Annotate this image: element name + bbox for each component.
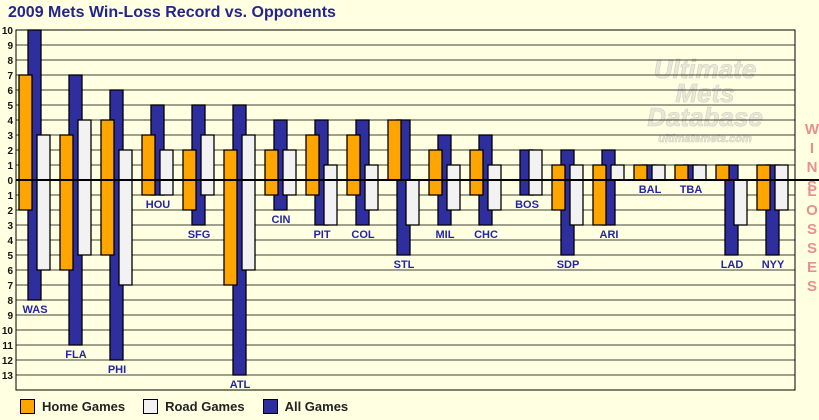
bar-home-was [18,74,33,211]
bar-road-fla [77,119,92,256]
legend-item-road: Road Games [143,399,245,414]
bar-road-sfg [200,134,215,196]
bar-home-fla [59,134,74,271]
bar-road-ari [610,164,625,181]
bar-home-hou [141,134,156,196]
y-tick-label: 8 [7,56,13,67]
bar-home-lad [715,164,730,181]
bar-road-nyy [774,164,789,211]
category-label-nyy: NYY [762,259,785,271]
category-label-mil: MIL [436,229,455,241]
y-tick-label: 1 [7,161,13,172]
y-tick-label: 10 [2,26,14,37]
category-label-pit: PIT [313,229,330,241]
bar-road-stl [405,179,420,226]
bar-road-cin [282,149,297,196]
bar-road-pit [323,164,338,226]
watermark-line-3: Database [647,102,763,132]
category-label-ari: ARI [600,229,619,241]
y-tick-label: 9 [7,311,13,322]
bar-road-lad [733,179,748,226]
y-tick-label: 7 [7,281,13,292]
y-tick-label: 6 [7,86,13,97]
y-tick-label: 3 [7,221,13,232]
bar-home-bal [633,164,648,181]
y-tick-label: 10 [2,326,14,337]
category-label-phi: PHI [108,364,126,376]
bar-home-ari [592,164,607,226]
category-label-atl: ATL [230,379,251,391]
y-tick-label: 3 [7,131,13,142]
bar-road-bos [528,149,543,196]
bar-road-bal [651,164,666,181]
category-label-fla: FLA [65,349,86,361]
legend-label-home: Home Games [42,399,126,414]
y-tick-label: 13 [2,371,14,382]
bar-home-sdp [551,164,566,211]
category-label-lad: LAD [721,259,744,271]
legend-label-all: All Games [284,399,349,414]
y-tick-label: 5 [7,251,13,262]
y-tick-label: 7 [7,71,13,82]
bar-road-sdp [569,164,584,226]
bar-home-atl [223,149,238,286]
bar-road-mil [446,164,461,211]
bar-home-phi [100,119,115,256]
y-tick-label: 9 [7,41,13,52]
bar-home-tba [674,164,689,181]
legend-label-road: Road Games [165,399,245,414]
category-label-was: WAS [22,304,47,316]
y-tick-label: 11 [2,341,13,352]
category-label-cin: CIN [272,214,291,226]
category-label-tba: TBA [680,184,703,196]
y-tick-label: 4 [7,116,13,127]
watermark-line-2: Mets [675,78,734,108]
legend-item-home: Home Games [20,399,125,414]
y-tick-label: 4 [7,236,13,247]
y-tick-label: 8 [7,296,13,307]
bar-road-tba [692,164,707,181]
y-tick-label: 2 [7,146,13,157]
win-loss-chart: UltimateMetsDatabaseultimatemets.com1098… [2,26,819,391]
y-tick-label: 5 [7,101,13,112]
bar-road-was [36,134,51,271]
legend-item-all: All Games [262,399,349,414]
bar-home-stl [387,119,402,181]
bar-road-col [364,164,379,211]
category-label-hou: HOU [146,199,171,211]
y-tick-label: 12 [2,356,14,367]
bar-home-cin [264,149,279,196]
category-label-bal: BAL [639,184,662,196]
category-label-col: COL [351,229,375,241]
y-tick-label: 6 [7,266,13,277]
watermark-url: ultimatemets.com [658,133,752,145]
category-label-chc: CHC [474,229,498,241]
legend-swatch-all [262,399,278,414]
bar-home-chc [469,149,484,196]
watermark-line-1: Ultimate [654,54,757,84]
category-label-sdp: SDP [557,259,580,271]
y-tick-label: 2 [7,206,13,217]
y-tick-label: 1 [7,191,13,202]
bar-home-nyy [756,164,771,211]
chart-title: 2009 Mets Win-Loss Record vs. Opponents [8,4,336,21]
legend-swatch-road [143,399,159,414]
category-label-stl: STL [394,259,415,271]
bar-road-phi [118,149,133,286]
bar-home-col [346,134,361,196]
bar-home-mil [428,149,443,196]
y-tick-label: 0 [7,176,13,187]
bar-road-hou [159,149,174,196]
bar-road-chc [487,164,502,211]
bar-home-pit [305,134,320,196]
legend-swatch-home [20,399,35,414]
bar-road-atl [241,134,256,271]
chart-legend: Home Games Road Games All Games [20,399,366,414]
category-label-sfg: SFG [188,229,211,241]
category-label-bos: BOS [515,199,539,211]
